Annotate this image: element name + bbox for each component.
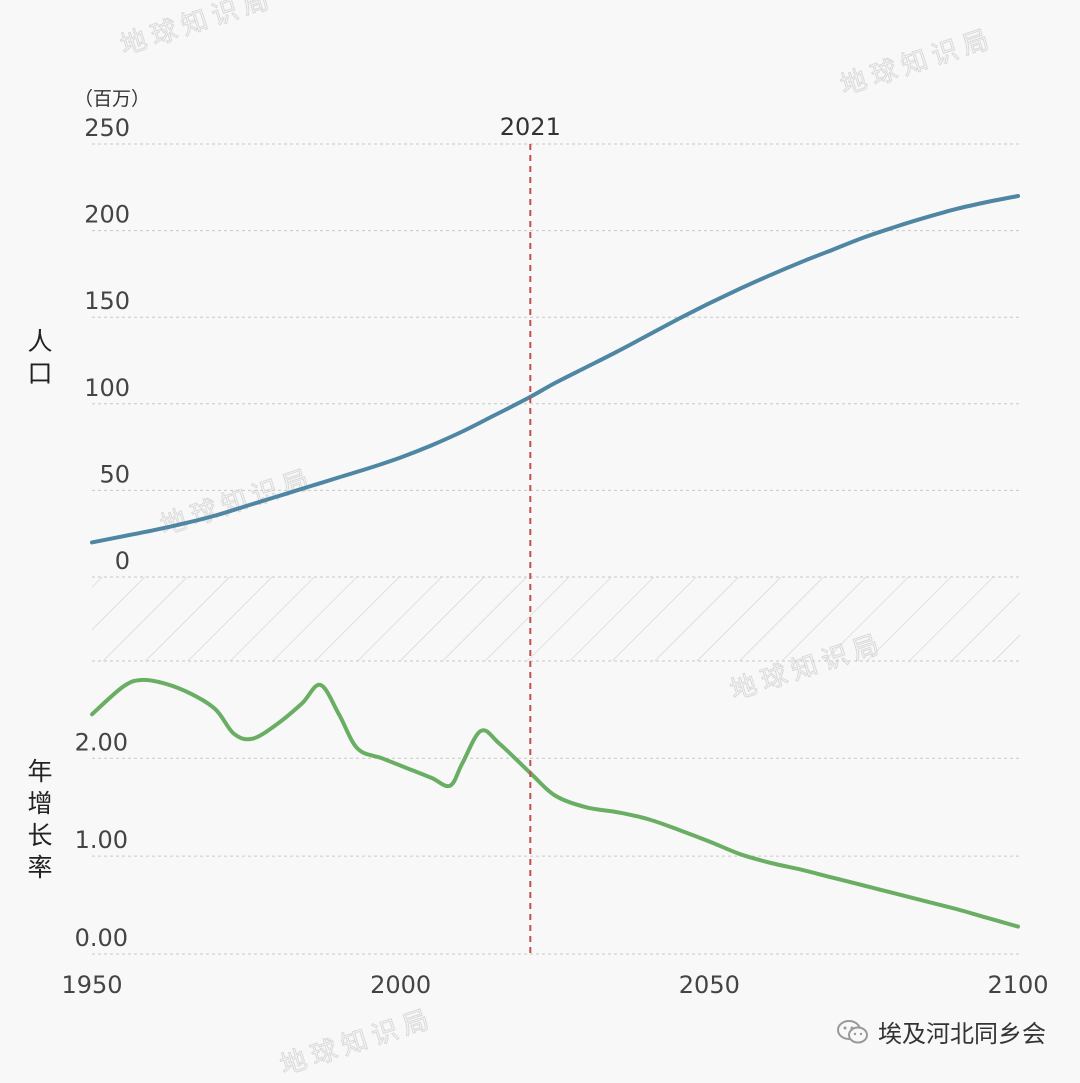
x-tick-label: 2000: [370, 971, 431, 999]
population-y-tick-label: 200: [84, 201, 130, 229]
population-y-tick-label: 150: [84, 287, 130, 315]
watermark-text: 地球知识局: [157, 463, 318, 541]
population-series-line: [90, 194, 1020, 545]
year-2021-marker-label: 2021: [500, 113, 561, 141]
x-axis-ticks: 1950 2000 2050 2100: [61, 971, 1048, 999]
watermark-text: 地球知识局: [277, 1003, 438, 1081]
population-axis-title: 人口: [27, 327, 52, 388]
growth-y-tick-label: 1.00: [75, 826, 128, 854]
growth-y-ticks: 0.00 1.00 2.00: [75, 728, 128, 952]
x-tick-label: 2100: [987, 971, 1048, 999]
population-y-tick-label: 0: [115, 547, 130, 575]
growth-y-tick-label: 2.00: [75, 728, 128, 756]
x-tick-label: 2050: [679, 971, 740, 999]
growth-axis-title: 年增长率: [27, 757, 52, 882]
x-tick-label: 1950: [61, 971, 122, 999]
watermark-text: 地球知识局: [837, 23, 998, 101]
source-credit: 埃及河北同乡会: [836, 1014, 1046, 1049]
watermark-text: 地球知识局: [117, 0, 278, 61]
population-y-tick-label: 50: [99, 460, 130, 488]
growth-grid: [92, 660, 1022, 955]
population-y-tick-label: 250: [84, 114, 130, 142]
wechat-icon: [837, 1019, 868, 1043]
growth-series-line: [90, 677, 1020, 929]
growth-y-tick-label: 0.00: [75, 924, 128, 952]
population-y-ticks: 0 50 100 150 200 250: [84, 114, 130, 575]
population-y-tick-label: 100: [84, 374, 130, 402]
population-unit-label: （百万）: [74, 88, 150, 110]
source-label: 埃及河北同乡会: [878, 1020, 1046, 1048]
axis-break-hatch: [92, 577, 1020, 661]
